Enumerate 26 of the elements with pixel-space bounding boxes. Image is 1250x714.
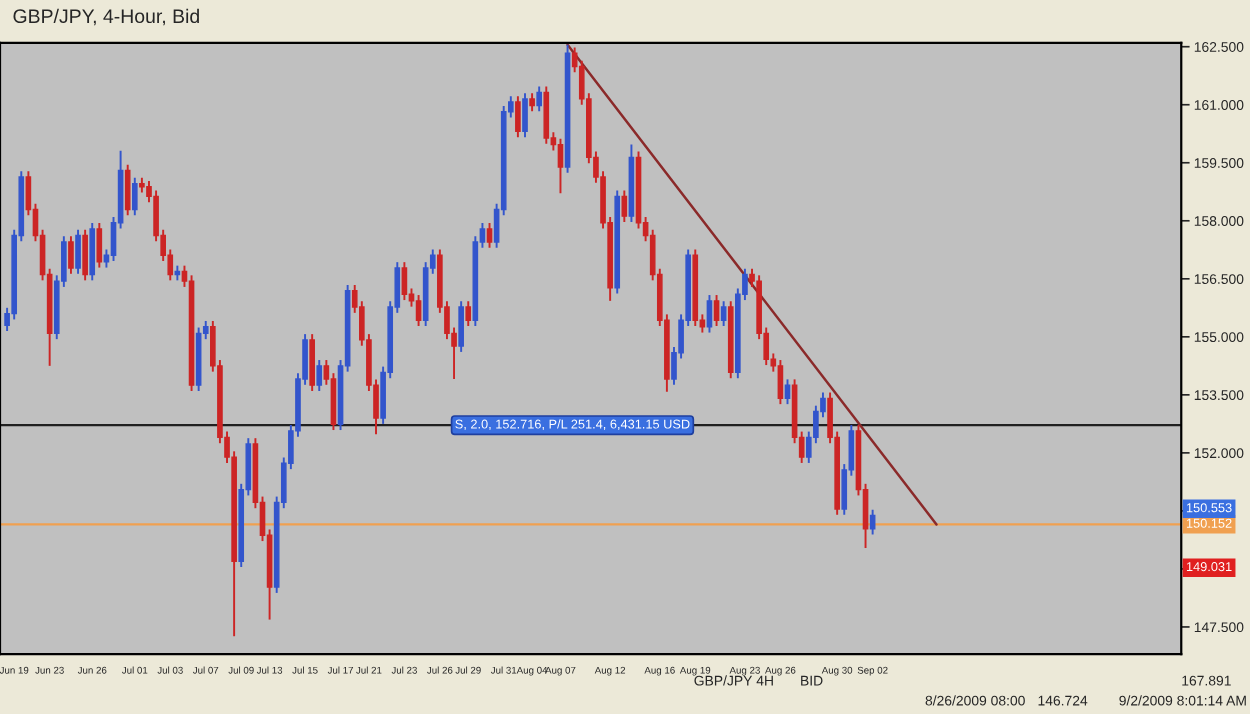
candlestick [515, 95, 521, 139]
candlestick [486, 222, 493, 249]
candlestick [720, 300, 727, 327]
candlestick [543, 85, 550, 145]
candlestick [401, 261, 408, 302]
candlestick [784, 378, 791, 406]
candlestick [713, 294, 720, 327]
candlestick [82, 228, 88, 282]
candlestick [522, 92, 528, 139]
candlestick [415, 294, 422, 327]
candlestick [777, 359, 784, 406]
candlestick [75, 228, 81, 275]
candlestick [68, 235, 74, 275]
candlestick [131, 176, 138, 217]
candlestick [124, 163, 131, 217]
candlestick [529, 92, 535, 113]
candlestick [89, 222, 96, 282]
chart-title: GBP/JPY, 4-Hour, Bid [13, 8, 199, 26]
candlestick [316, 359, 323, 392]
candlestick [465, 300, 472, 327]
candlestick [536, 85, 543, 113]
candlestick [330, 372, 337, 432]
candlestick [458, 300, 464, 353]
candlestick [309, 333, 315, 392]
candlestick [621, 189, 628, 223]
candlestick [557, 137, 564, 195]
